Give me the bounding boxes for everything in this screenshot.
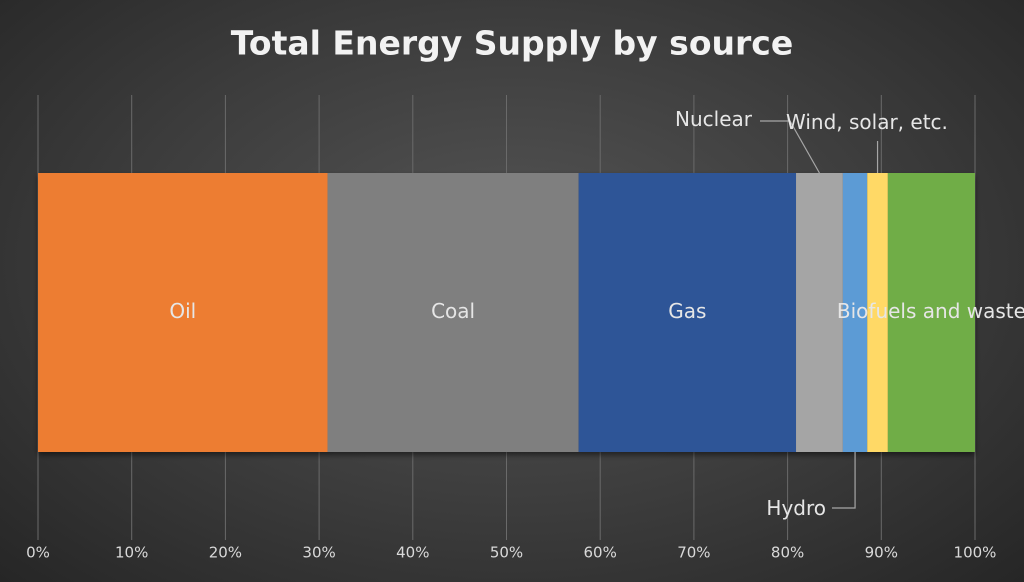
x-tick-label: 50% xyxy=(490,544,523,562)
bar-segment xyxy=(327,173,579,452)
x-tick-label: 70% xyxy=(677,544,710,562)
segment-label: Biofuels and waste xyxy=(837,299,1024,323)
x-tick-label: 60% xyxy=(584,544,617,562)
bar-segment xyxy=(842,173,868,452)
segment-label: Hydro xyxy=(766,496,826,520)
leader-line xyxy=(832,452,856,509)
x-tick-label: 10% xyxy=(115,544,148,562)
x-tick-label: 30% xyxy=(302,544,335,562)
bar-segment xyxy=(578,173,797,452)
x-tick-label: 40% xyxy=(396,544,429,562)
segment-label: Wind, solar, etc. xyxy=(786,110,948,134)
segment-label: Gas xyxy=(668,299,706,323)
bar-segment xyxy=(887,173,975,452)
segment-label: Oil xyxy=(169,299,196,323)
leader-line xyxy=(760,120,820,174)
x-tick-label: 0% xyxy=(26,544,50,562)
bar-segment xyxy=(867,173,888,452)
x-tick-label: 100% xyxy=(954,544,997,562)
x-tick-label: 20% xyxy=(209,544,242,562)
segment-label: Nuclear xyxy=(675,107,752,131)
bar-segment xyxy=(796,173,843,452)
bar-segment xyxy=(38,173,328,452)
chart-title: Total Energy Supply by source xyxy=(231,24,793,63)
x-tick-label: 90% xyxy=(865,544,898,562)
segment-label: Coal xyxy=(431,299,475,323)
x-tick-label: 80% xyxy=(771,544,804,562)
